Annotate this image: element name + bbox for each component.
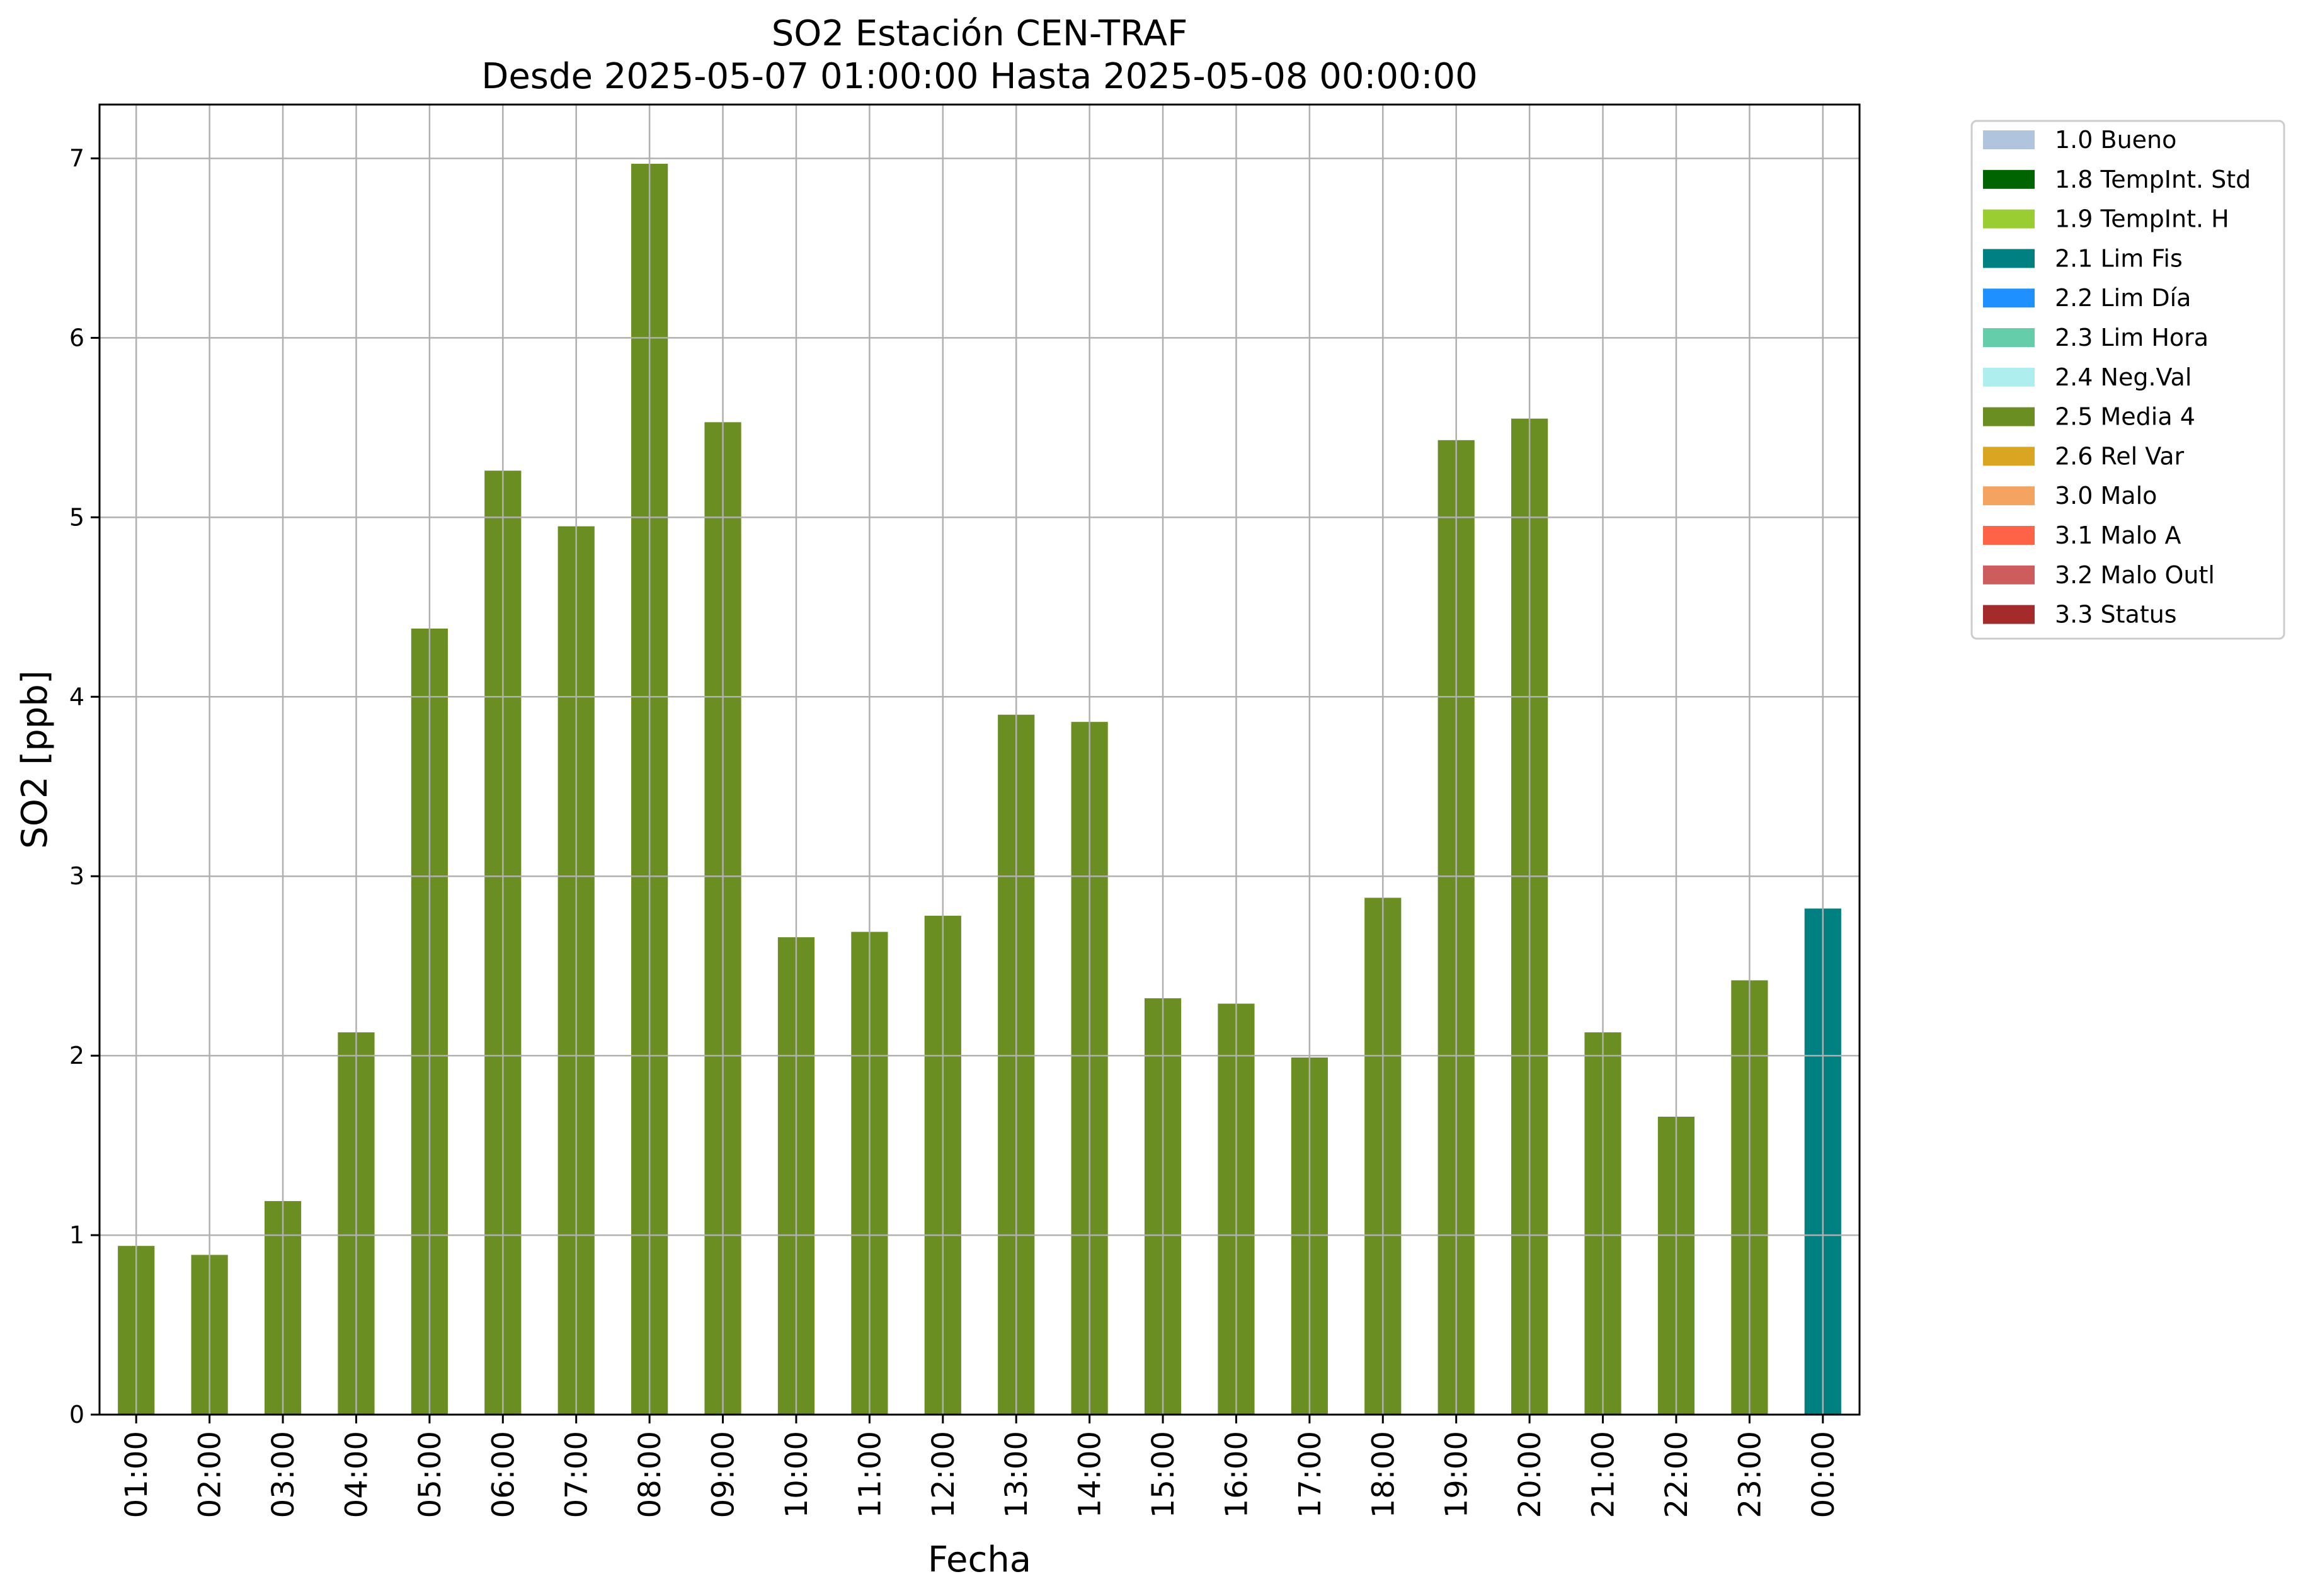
legend-swatch (1983, 605, 2035, 624)
x-tick-label: 19:00 (1439, 1431, 1475, 1518)
x-tick-label: 01:00 (119, 1431, 154, 1518)
legend-swatch (1983, 407, 2035, 426)
y-tick-label: 5 (69, 503, 84, 531)
legend-label: 3.0 Malo (2055, 482, 2157, 510)
legend-swatch (1983, 130, 2035, 149)
legend-swatch (1983, 367, 2035, 387)
legend-label: 3.3 Status (2055, 601, 2177, 629)
y-tick-label: 7 (69, 144, 84, 172)
legend-label: 2.6 Rel Var (2055, 442, 2185, 470)
x-tick-label: 15:00 (1146, 1431, 1181, 1518)
y-tick-label: 2 (69, 1042, 84, 1069)
legend-swatch (1983, 209, 2035, 229)
x-tick-label: 11:00 (852, 1431, 888, 1518)
y-tick-label: 3 (69, 862, 84, 890)
x-tick-label: 21:00 (1586, 1431, 1621, 1518)
x-tick-label: 04:00 (339, 1431, 374, 1518)
legend-swatch (1983, 328, 2035, 347)
x-tick-label: 03:00 (266, 1431, 301, 1518)
x-tick-label: 23:00 (1732, 1431, 1768, 1518)
x-tick-label: 00:00 (1806, 1431, 1841, 1518)
legend-swatch (1983, 565, 2035, 584)
legend-label: 2.5 Media 4 (2055, 403, 2195, 431)
legend-swatch (1983, 526, 2035, 545)
y-tick-label: 1 (69, 1221, 84, 1249)
x-tick-label: 18:00 (1366, 1431, 1401, 1518)
legend-label: 1.0 Bueno (2055, 126, 2176, 154)
legend-label: 3.1 Malo A (2055, 522, 2181, 549)
x-tick-label: 02:00 (193, 1431, 228, 1518)
y-axis-label: SO2 [ppb] (14, 670, 55, 848)
x-tick-label: 17:00 (1293, 1431, 1328, 1518)
x-tick-label: 22:00 (1659, 1431, 1694, 1518)
legend-frame (1970, 120, 2285, 640)
x-tick-label: 14:00 (1073, 1431, 1108, 1518)
x-tick-label: 13:00 (999, 1431, 1034, 1518)
x-tick-label: 08:00 (632, 1431, 668, 1518)
legend-swatch (1983, 288, 2035, 308)
x-tick-label: 07:00 (559, 1431, 595, 1518)
legend-label: 3.2 Malo Outl (2055, 561, 2215, 589)
legend-label: 2.1 Lim Fis (2055, 244, 2183, 272)
legend: 1.0 Bueno 1.8 TempInt. Std 1.9 TempInt. H 2… (1970, 120, 2285, 640)
legend-swatch (1983, 486, 2035, 506)
legend-label: 1.8 TempInt. Std (2055, 166, 2251, 193)
y-tick-label: 4 (69, 683, 84, 710)
x-axis-label: Fecha (928, 1539, 1031, 1580)
legend-swatch (1983, 249, 2035, 268)
legend-label: 2.4 Neg.Val (2055, 363, 2192, 391)
x-tick-label: 06:00 (486, 1431, 521, 1518)
y-tick-label: 0 (69, 1401, 84, 1428)
y-tick-label: 6 (69, 324, 84, 351)
x-tick-label: 10:00 (779, 1431, 814, 1518)
legend-swatch (1983, 169, 2035, 189)
x-axis: 01:00 02:00 03:00 04:00 05:00 06:00 07:00 08:00… (119, 1415, 1841, 1518)
plot-frame (98, 103, 1861, 1416)
legend-label: 2.3 Lim Hora (2055, 324, 2209, 351)
x-tick-label: 09:00 (706, 1431, 741, 1518)
x-tick-label: 20:00 (1512, 1431, 1548, 1518)
bars-layer (118, 164, 1841, 1415)
y-axis: 0 1 2 3 4 5 6 7 (69, 144, 100, 1428)
legend-label: 1.9 TempInt. H (2055, 205, 2229, 233)
x-tick-label: 12:00 (926, 1431, 961, 1518)
x-tick-label: 05:00 (413, 1431, 448, 1518)
x-tick-label: 16:00 (1219, 1431, 1254, 1518)
chart-subtitle: Desde 2025-05-07 01:00:00 Hasta 2025-05-… (481, 56, 1478, 97)
legend-label: 2.2 Lim Día (2055, 284, 2191, 312)
legend-swatch (1983, 447, 2035, 466)
chart-title: SO2 Estación CEN-TRAF (772, 13, 1188, 54)
